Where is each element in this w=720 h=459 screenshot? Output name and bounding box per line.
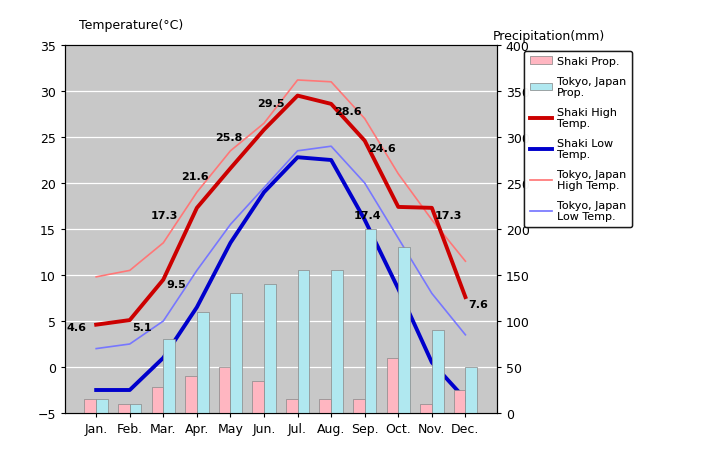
Bar — [230, 294, 242, 413]
Text: 9.5: 9.5 — [166, 279, 186, 289]
Text: 4.6: 4.6 — [66, 322, 86, 332]
Text: Temperature(°C): Temperature(°C) — [79, 19, 184, 32]
Text: 24.6: 24.6 — [368, 143, 396, 153]
Bar — [365, 230, 377, 413]
Bar — [454, 390, 465, 413]
Bar — [163, 340, 175, 413]
Legend: Shaki Prop., Tokyo, Japan
Prop., Shaki High
Temp., Shaki Low
Temp., Tokyo, Japan: Shaki Prop., Tokyo, Japan Prop., Shaki H… — [524, 51, 632, 227]
Bar — [264, 285, 276, 413]
Bar — [252, 381, 264, 413]
Bar — [465, 367, 477, 413]
Bar — [84, 399, 96, 413]
Text: 17.3: 17.3 — [435, 210, 462, 220]
Bar — [297, 271, 310, 413]
Bar — [197, 312, 209, 413]
Text: 5.1: 5.1 — [132, 322, 152, 332]
Text: Precipitation(mm): Precipitation(mm) — [493, 30, 606, 43]
Bar — [185, 376, 197, 413]
Text: 21.6: 21.6 — [181, 172, 209, 182]
Bar — [331, 271, 343, 413]
Bar — [152, 387, 163, 413]
Bar — [219, 367, 230, 413]
Text: 29.5: 29.5 — [256, 98, 284, 108]
Text: 25.8: 25.8 — [215, 132, 242, 142]
Bar — [320, 399, 331, 413]
Bar — [387, 358, 398, 413]
Bar — [130, 404, 142, 413]
Bar — [398, 248, 410, 413]
Bar — [118, 404, 130, 413]
Text: 28.6: 28.6 — [335, 106, 362, 117]
Bar — [96, 399, 108, 413]
Bar — [420, 404, 432, 413]
Bar — [353, 399, 365, 413]
Text: 17.3: 17.3 — [151, 210, 179, 220]
Text: 7.6: 7.6 — [468, 299, 488, 309]
Bar — [286, 399, 297, 413]
Text: 17.4: 17.4 — [354, 210, 382, 220]
Bar — [432, 330, 444, 413]
